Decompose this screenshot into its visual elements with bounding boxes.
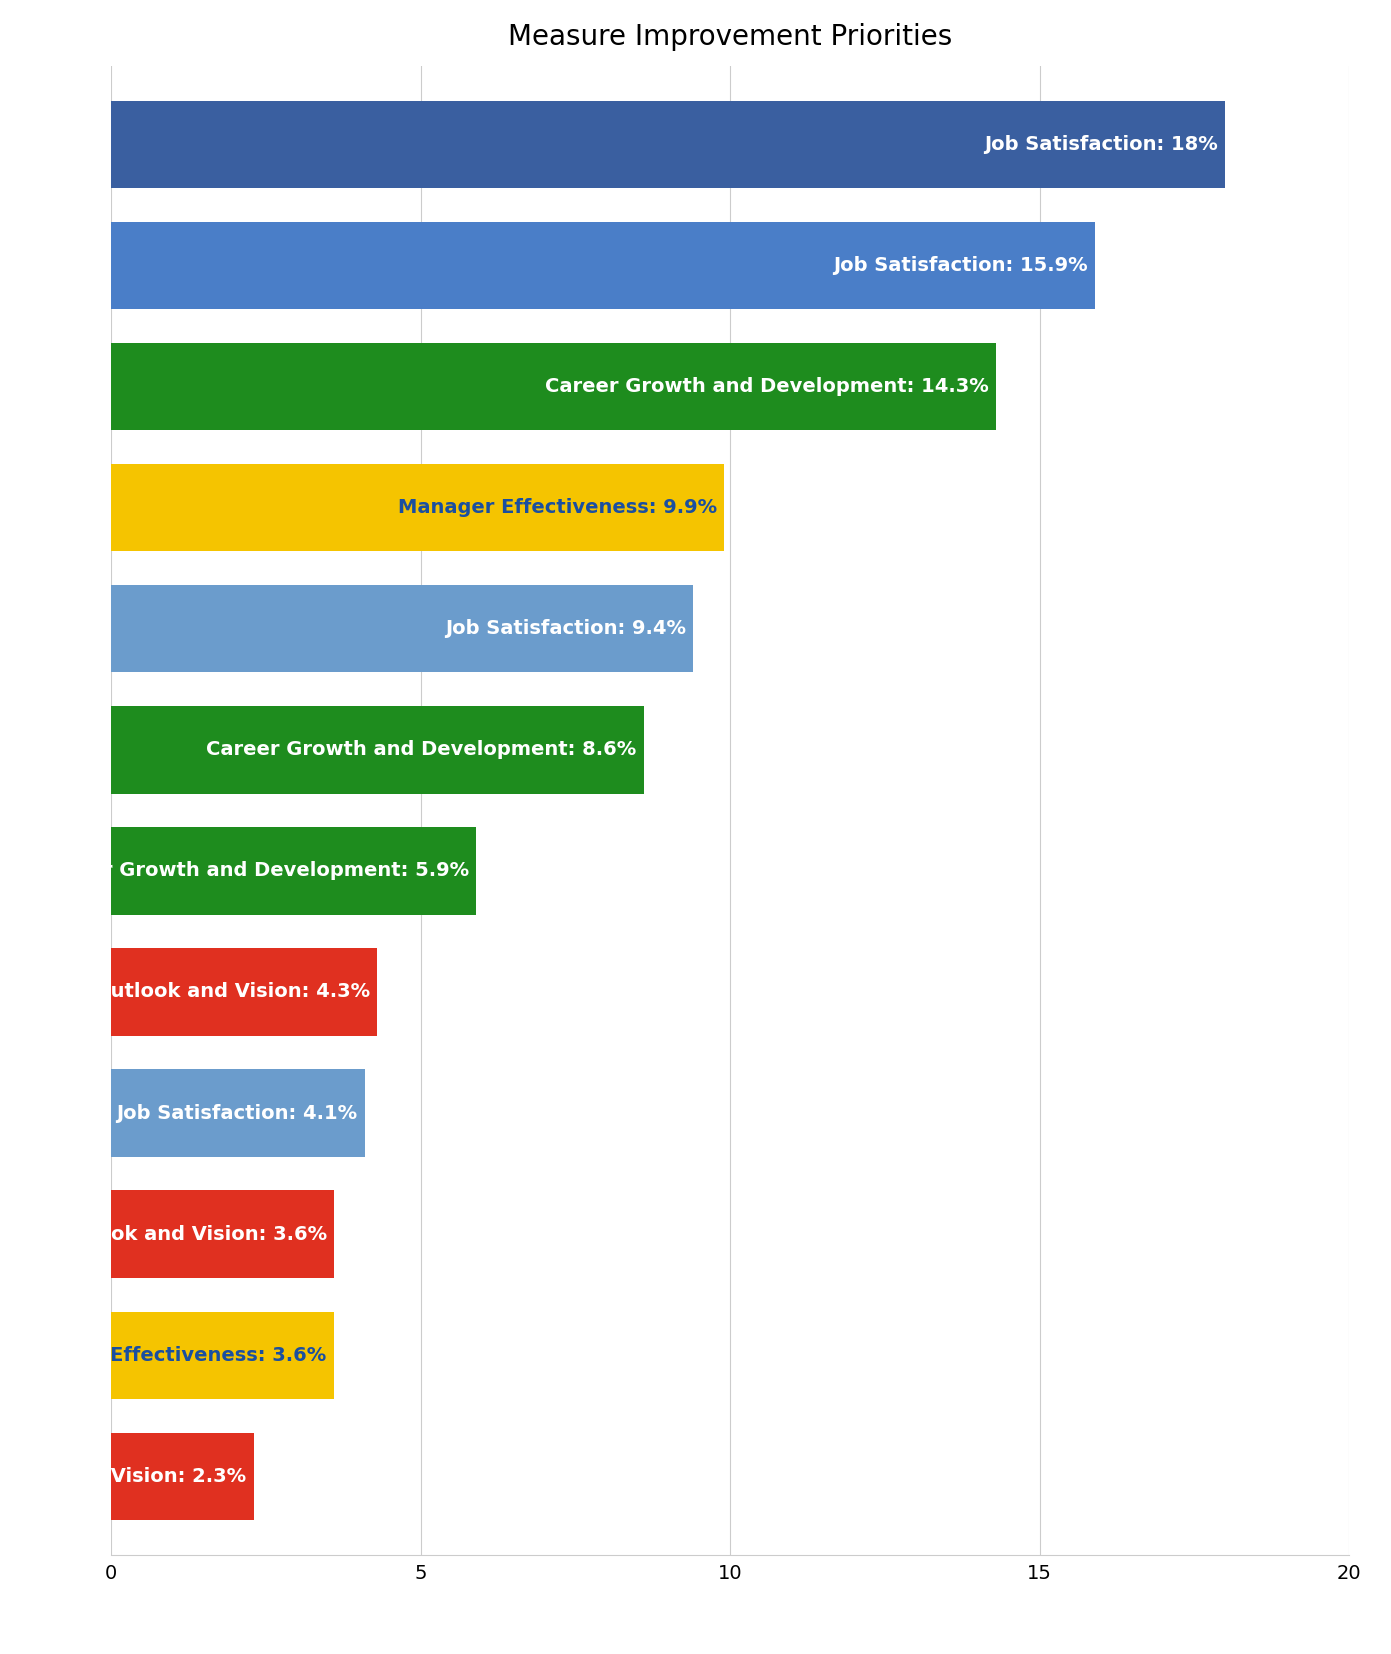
Text: Job Satisfaction: 4.1%: Job Satisfaction: 4.1%	[117, 1103, 357, 1123]
Bar	[111, 1191, 334, 1277]
Text: Job Satisfaction: 18%: Job Satisfaction: 18%	[985, 136, 1219, 154]
Text: Manager Effectiveness: 9.9%: Manager Effectiveness: 9.9%	[398, 498, 716, 518]
Text: Career Growth and Development: 8.6%: Career Growth and Development: 8.6%	[206, 741, 636, 759]
Text: Job Satisfaction: 15.9%: Job Satisfaction: 15.9%	[833, 256, 1088, 275]
Bar	[111, 101, 1225, 189]
Title: Measure Improvement Priorities: Measure Improvement Priorities	[508, 23, 953, 51]
Text: Manager Effectiveness: 3.6%: Manager Effectiveness: 3.6%	[7, 1346, 327, 1365]
Bar	[111, 1432, 253, 1520]
Bar	[111, 948, 377, 1035]
Text: Outlook and Vision: 2.3%: Outlook and Vision: 2.3%	[0, 1467, 246, 1485]
Bar	[111, 1070, 364, 1156]
Bar	[111, 586, 693, 673]
Text: Career Growth and Development: 14.3%: Career Growth and Development: 14.3%	[545, 377, 989, 397]
Text: Outlook and Vision: 3.6%: Outlook and Vision: 3.6%	[50, 1224, 327, 1244]
Bar	[111, 344, 996, 430]
Bar	[111, 706, 644, 794]
Bar	[111, 1312, 334, 1399]
Bar	[111, 827, 477, 915]
Text: Outlook and Vision: 4.3%: Outlook and Vision: 4.3%	[95, 982, 370, 1001]
Bar	[111, 222, 1096, 309]
Text: Career Growth and Development: 5.9%: Career Growth and Development: 5.9%	[39, 862, 469, 880]
Bar	[111, 465, 725, 551]
Text: Job Satisfaction: 9.4%: Job Satisfaction: 9.4%	[445, 620, 686, 638]
